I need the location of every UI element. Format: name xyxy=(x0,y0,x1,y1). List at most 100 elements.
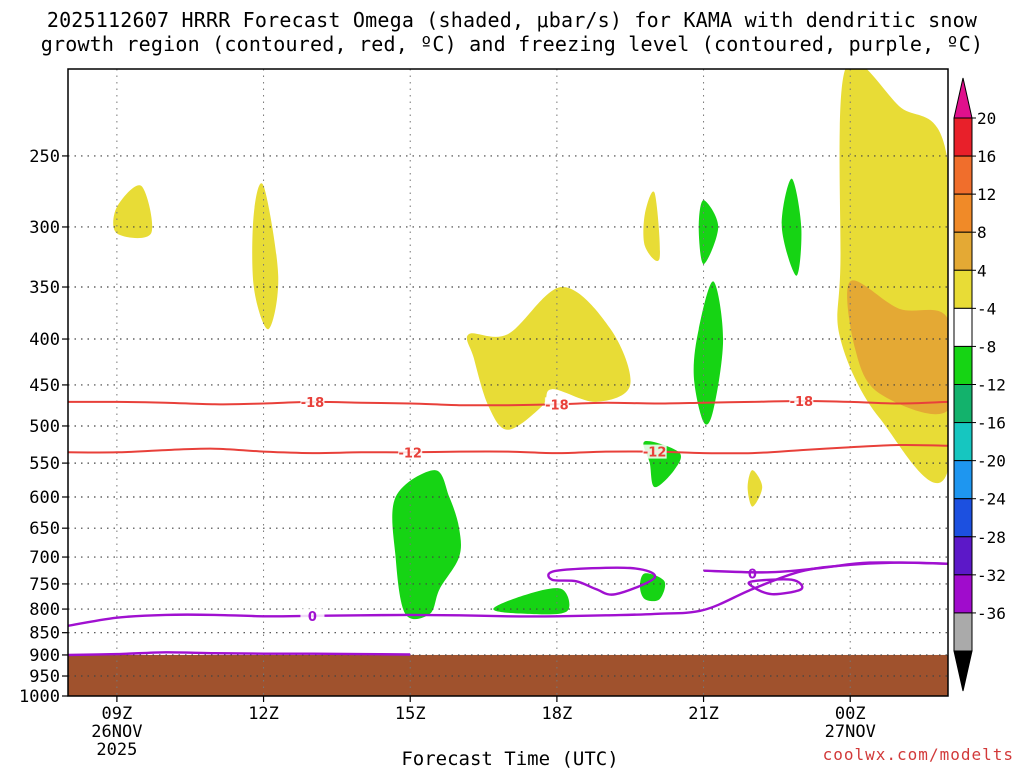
freezing-level-label-2: 0 xyxy=(748,567,757,582)
omega-shading-layer xyxy=(113,69,948,620)
colorbar-swatch-8 xyxy=(953,384,973,424)
colorbar-label-14: -36 xyxy=(977,604,1006,623)
y-tick-label-900: 900 xyxy=(29,646,60,666)
terrain-fill xyxy=(68,654,948,696)
y-tick-label-1000: 1000 xyxy=(19,687,60,707)
y-tick-label-350: 350 xyxy=(29,278,60,298)
terrain-layer xyxy=(68,654,948,696)
colorbar-label-3: 12 xyxy=(977,185,996,204)
y-tick-label-500: 500 xyxy=(29,417,60,437)
omega-region-sinking-12 xyxy=(493,588,570,615)
colorbar-swatch-3 xyxy=(953,193,973,233)
freezing-level-loop-1 xyxy=(547,566,657,596)
y-tick-label-300: 300 xyxy=(29,218,60,238)
x-tick-year-09Z: 2025 xyxy=(96,740,137,760)
chart-title-line-2: growth region (contoured, red, ºC) and f… xyxy=(40,32,984,56)
colorbar-top-arrow xyxy=(953,77,973,119)
colorbar: 20 16 12 8 4 -4 -8 -12 -16 -20 -24 -28 -32 -36 xyxy=(953,77,1006,692)
freezing-level-loop-2 xyxy=(747,578,804,596)
colorbar-swatch-2 xyxy=(953,155,973,195)
y-tick-label-700: 700 xyxy=(29,548,60,568)
colorbar-label-7: -8 xyxy=(977,337,996,356)
omega-region-rising-4 xyxy=(643,191,660,262)
x-tick-label-12Z: 12Z xyxy=(248,704,279,724)
x-tick-date-00Z: 27NOV xyxy=(825,722,876,742)
y-tick-label-450: 450 xyxy=(29,376,60,396)
omega-region-sinking-8 xyxy=(698,200,719,265)
isotherm-label-minus18-2-bg xyxy=(544,397,569,412)
omega-region-sinking-11 xyxy=(392,470,461,620)
colorbar-label-4: 8 xyxy=(977,223,987,242)
freezing-level-low-line xyxy=(68,651,411,657)
isotherm-label-minus18-3: -18 xyxy=(790,395,814,410)
omega-region-sinking-14 xyxy=(640,573,666,602)
chart-title: 2025112607 HRRR Forecast Omega (shaded, … xyxy=(0,8,1024,56)
gridlines xyxy=(68,69,948,696)
freezing-level-line xyxy=(68,561,948,627)
colorbar-label-2: 16 xyxy=(977,147,996,166)
colorbar-swatch-13 xyxy=(953,574,973,614)
colorbar-swatch-5 xyxy=(953,269,973,309)
omega-region-rising-7 xyxy=(747,470,763,507)
axes: 2503003504004505005506006507007508008509… xyxy=(19,68,949,760)
isotherm-label-minus12-2-bg xyxy=(642,444,667,459)
y-tick-label-250: 250 xyxy=(29,147,60,167)
colorbar-label-12: -28 xyxy=(977,528,1006,547)
colorbar-label-10: -20 xyxy=(977,452,1006,471)
isotherm-minus12 xyxy=(68,443,948,455)
colorbar-label-11: -24 xyxy=(977,490,1006,509)
omega-region-rising-5 xyxy=(837,69,948,484)
omega-region-sinking-10 xyxy=(693,281,724,425)
y-tick-label-950: 950 xyxy=(29,667,60,687)
omega-region-rising-2 xyxy=(252,183,279,330)
colorbar-swatch-7 xyxy=(953,345,973,385)
freezing-level-label-1: 0 xyxy=(308,610,317,625)
colorbar-swatch-12 xyxy=(953,536,973,576)
isotherm-label-minus12-2: -12 xyxy=(643,446,667,461)
freezing-level-upper-branch xyxy=(703,561,948,574)
isotherm-label-minus18-1-bg xyxy=(300,394,325,409)
chart-title-line-1: 2025112607 HRRR Forecast Omega (shaded, … xyxy=(46,8,978,32)
colorbar-label-8: -12 xyxy=(977,376,1006,395)
contour-layer: -18 -18 -18 -12 -12 0 0 xyxy=(68,394,948,657)
isotherm-label-minus12-1-bg xyxy=(398,445,423,460)
isotherm-label-minus12-1: -12 xyxy=(398,446,422,461)
colorbar-swatch-1 xyxy=(953,117,973,157)
isotherm-label-minus18-2: -18 xyxy=(545,398,569,413)
colorbar-swatch-6 xyxy=(953,307,973,347)
y-tick-label-850: 850 xyxy=(29,624,60,644)
omega-region-rising-1 xyxy=(113,185,153,239)
colorbar-swatch-14 xyxy=(953,612,973,652)
isotherm-label-minus18-3-bg xyxy=(789,394,814,409)
colorbar-label-13: -32 xyxy=(977,566,1006,585)
colorbar-bottom-arrow xyxy=(953,650,973,692)
y-tick-label-800: 800 xyxy=(29,600,60,620)
plot-frame xyxy=(67,68,949,697)
y-tick-label-400: 400 xyxy=(29,330,60,350)
y-tick-label-750: 750 xyxy=(29,575,60,595)
colorbar-label-5: 4 xyxy=(977,261,987,280)
colorbar-swatch-9 xyxy=(953,422,973,462)
omega-region-sinking-9 xyxy=(781,178,802,276)
colorbar-swatch-10 xyxy=(953,460,973,500)
colorbar-label-6: -4 xyxy=(977,299,996,318)
x-tick-label-18Z: 18Z xyxy=(542,704,573,724)
x-tick-label-00Z: 00Z xyxy=(835,704,866,724)
colorbar-label-9: -16 xyxy=(977,414,1006,433)
freezing-level-label-1-bg xyxy=(300,608,325,623)
colorbar-swatch-4 xyxy=(953,231,973,271)
y-tick-label-650: 650 xyxy=(29,519,60,539)
x-tick-label-15Z: 15Z xyxy=(395,704,426,724)
colorbar-swatch-11 xyxy=(953,498,973,538)
x-axis-label: Forecast Time (UTC) xyxy=(401,748,618,768)
colorbar-label-1: 20 xyxy=(977,109,996,128)
isotherm-label-minus18-1: -18 xyxy=(301,396,325,411)
omega-region-rising-6 xyxy=(847,280,948,415)
x-tick-label-09Z: 09Z xyxy=(102,704,133,724)
y-tick-label-550: 550 xyxy=(29,454,60,474)
omega-region-rising-3 xyxy=(466,286,631,430)
site-credit: coolwx.com/modelts xyxy=(822,745,1014,764)
y-tick-label-600: 600 xyxy=(29,488,60,508)
x-tick-date-09Z: 26NOV xyxy=(91,722,142,742)
